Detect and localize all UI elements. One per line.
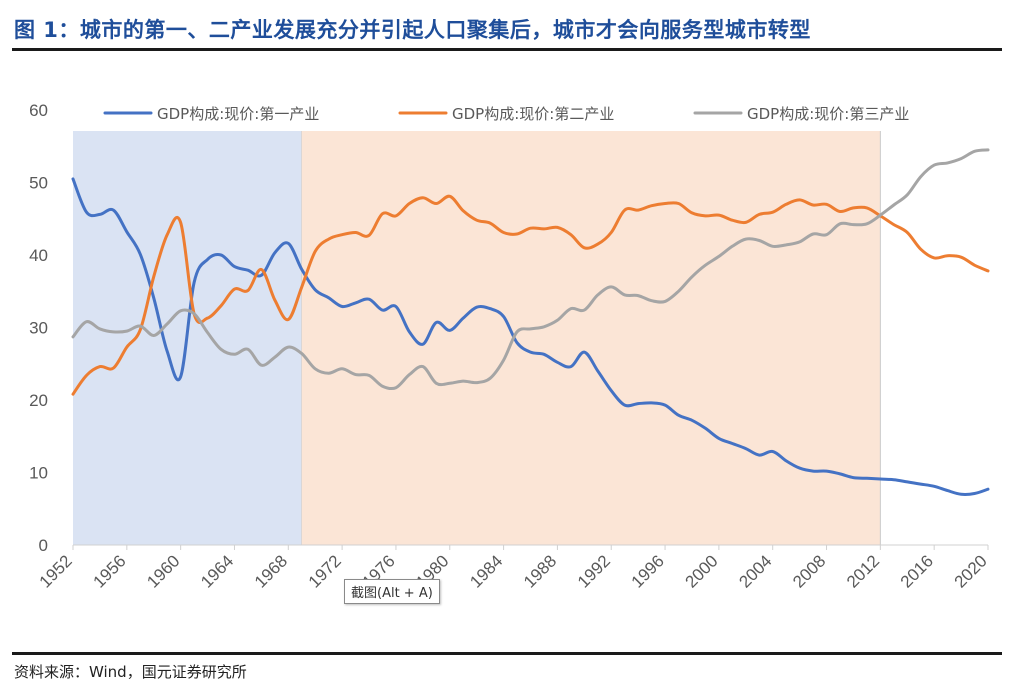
x-tick-label: 2016 [897,551,937,591]
source-note: 资料来源：Wind，国元证券研究所 [14,663,247,681]
x-tick-label: 1984 [466,551,506,591]
x-tick-label: 1960 [143,551,183,591]
x-tick-label: 2012 [843,551,883,591]
chart-legend: GDP构成:现价:第一产业 GDP构成:现价:第二产业 GDP构成:现价:第三产业 [103,105,909,123]
y-axis-ticks: 0 10 20 30 40 50 60 [29,101,48,555]
legend-label-2: GDP构成:现价:第二产业 [452,105,614,123]
shaded-period-1 [301,131,881,545]
y-tick-label: 20 [29,391,48,410]
series-line-3 [71,148,990,391]
page-title: 图 1：城市的第一、二产业发展充分并引起人口聚集后，城市才会向服务型城市转型 [14,18,811,42]
y-tick-label: 10 [29,464,48,483]
series-line-2 [71,194,990,396]
x-tick-label: 2000 [682,551,722,591]
x-axis-ticks: 1952 1956 1960 1964 1968 1972 1976 1980 1984 1988… [36,551,991,591]
y-tick-label: 0 [39,536,48,555]
x-tick-label: 1996 [628,551,668,591]
x-tick-label: 1956 [89,551,129,591]
x-axis [72,544,989,550]
x-tick-label: 2020 [951,551,991,591]
shaded-periods [73,131,881,545]
title-divider [12,48,1002,51]
legend-label-3: GDP构成:现价:第三产业 [747,105,909,123]
series-line-1 [71,177,990,496]
x-tick-label: 1992 [574,551,614,591]
series-lines [71,148,990,496]
y-tick-label: 40 [29,246,48,265]
source-divider [12,652,1002,655]
x-tick-label: 1988 [520,551,560,591]
x-tick-label: 1952 [36,551,76,591]
x-tick-label: 1968 [251,551,291,591]
legend-label-1: GDP构成:现价:第一产业 [157,105,319,123]
screenshot-tooltip: 截图(Alt + A) [344,579,440,604]
y-tick-label: 60 [29,101,48,120]
x-tick-label: 1964 [197,551,237,591]
x-tick-label: 2008 [789,551,829,591]
x-tick-label: 1972 [305,551,345,591]
x-tick-label: 2004 [735,551,775,591]
y-tick-label: 50 [29,174,48,193]
y-tick-label: 30 [29,319,48,338]
